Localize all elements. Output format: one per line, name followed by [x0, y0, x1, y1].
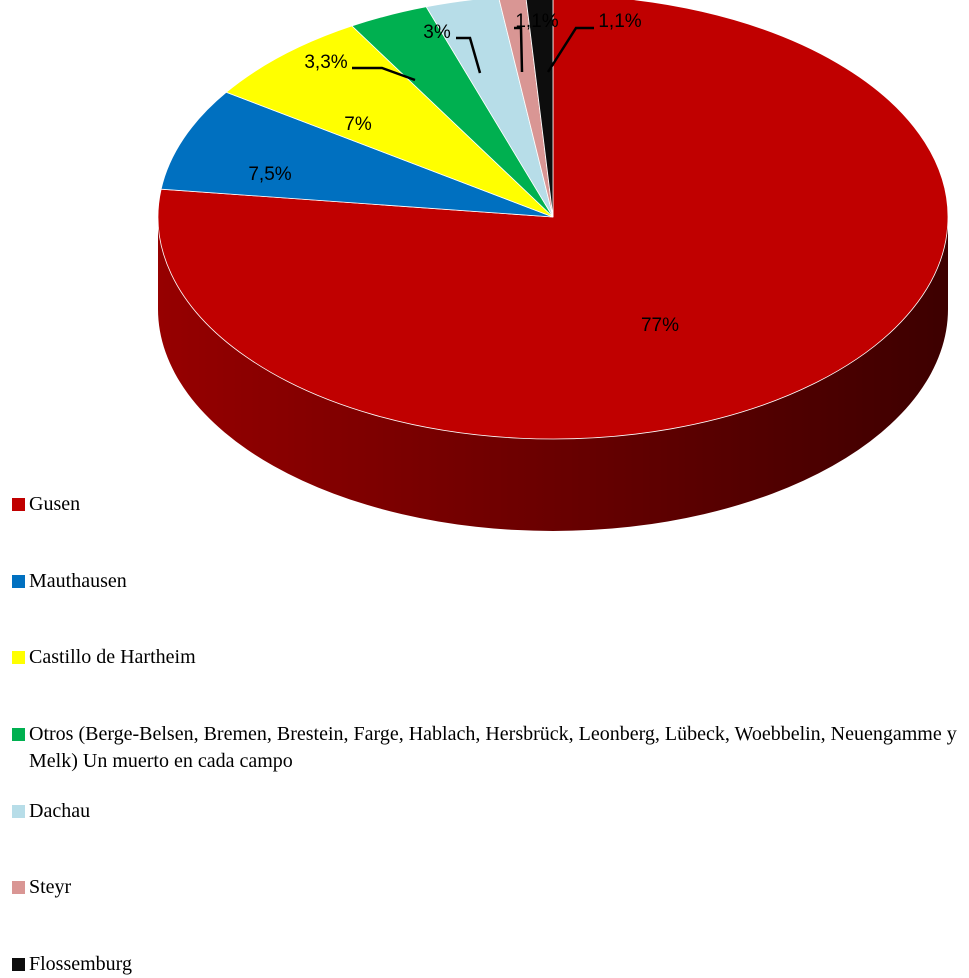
legend-item: Steyr — [12, 874, 962, 901]
legend-label: Gusen — [29, 493, 81, 515]
legend-label: Castillo de Hartheim — [29, 646, 196, 668]
legend-swatch — [12, 651, 25, 664]
slice — [157, 0, 949, 440]
slice — [225, 25, 554, 218]
legend-swatch — [12, 575, 25, 588]
legend-label: Otros (Berge-Belsen, Bremen, Brestein, F… — [29, 723, 957, 772]
legend-label: Dachau — [29, 800, 91, 822]
data-label: 1,1% — [515, 11, 558, 32]
leader-line — [546, 26, 594, 73]
data-label: 7% — [344, 114, 372, 135]
slice-side — [158, 217, 948, 531]
legend-label: Flossemburg — [29, 953, 132, 975]
data-label: 1,1% — [598, 11, 641, 32]
slice — [525, 0, 554, 218]
data-label: 77% — [641, 315, 679, 336]
legend-item: Castillo de Hartheim — [12, 644, 962, 671]
data-label: 3,3% — [304, 52, 347, 73]
legend-swatch — [12, 728, 25, 741]
leader-line — [456, 36, 482, 74]
legend-swatch — [12, 958, 25, 971]
leader-line — [352, 66, 416, 82]
legend-swatch — [12, 881, 25, 894]
data-label: 3% — [423, 22, 451, 43]
legend-item: Mauthausen — [12, 568, 962, 595]
leader-line — [514, 26, 524, 73]
slice — [160, 91, 554, 218]
legend-item: Flossemburg — [12, 951, 962, 978]
legend-item: Otros (Berge-Belsen, Bremen, Brestein, F… — [12, 721, 962, 775]
legend-label: Steyr — [29, 876, 72, 898]
slice — [425, 0, 554, 218]
legend-item: Gusen — [12, 491, 962, 518]
legend-item: Dachau — [12, 798, 962, 825]
slice — [498, 0, 554, 218]
legend-swatch — [12, 498, 25, 511]
data-label: 7,5% — [248, 164, 291, 185]
legend-swatch — [12, 805, 25, 818]
legend-label: Mauthausen — [29, 570, 127, 592]
